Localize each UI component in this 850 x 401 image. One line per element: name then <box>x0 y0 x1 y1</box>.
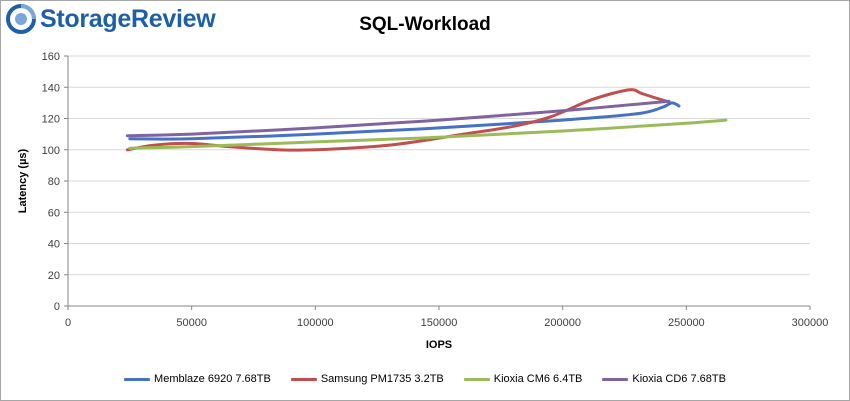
y-tick-label: 20 <box>48 270 60 282</box>
x-tick-label: 100000 <box>297 317 334 329</box>
legend-label: Kioxia CM6 6.4TB <box>493 373 583 385</box>
storagereview-logo-icon <box>6 4 36 34</box>
y-tick-label: 40 <box>48 239 60 251</box>
y-tick-label: 120 <box>42 114 60 126</box>
legend-label: Samsung PM1735 3.2TB <box>320 373 444 385</box>
logo-text: StorageReview <box>40 4 216 33</box>
legend: Memblaze 6920 7.68TB Samsung PM1735 3.2TB… <box>0 373 850 385</box>
legend-label: Kioxia CD6 7.68TB <box>632 373 726 385</box>
y-tick-label: 140 <box>42 82 60 94</box>
x-tick-label: 300000 <box>792 317 829 329</box>
x-tick-labels: 0 50000 100000 150000 200000 250000 300000 <box>65 317 828 329</box>
x-tick-label: 150000 <box>421 317 458 329</box>
legend-swatch <box>124 377 151 381</box>
y-tick-labels: 0 20 40 60 80 100 120 140 160 <box>42 51 60 313</box>
legend-label: Memblaze 6920 7.68TB <box>154 373 271 385</box>
series-lines <box>125 88 728 152</box>
legend-item-3: Kioxia CM6 6.4TB <box>463 373 583 385</box>
series-line-3 <box>128 118 728 150</box>
series-line-4 <box>125 99 671 138</box>
y-tick-label: 60 <box>48 207 60 219</box>
legend-item-4: Kioxia CD6 7.68TB <box>602 373 726 385</box>
axes <box>64 55 811 310</box>
series-line-1 <box>128 101 681 141</box>
x-tick-label: 0 <box>65 317 71 329</box>
legend-swatch <box>290 377 317 381</box>
legend-swatch <box>602 377 629 381</box>
y-tick-label: 160 <box>42 51 60 63</box>
chart-title: SQL-Workload <box>359 14 491 35</box>
x-axis-title: IOPS <box>426 339 452 351</box>
gridlines <box>68 55 810 276</box>
y-tick-label: 100 <box>42 145 60 157</box>
x-tick-label: 200000 <box>544 317 581 329</box>
y-axis-title: Latency (µs) <box>17 148 29 213</box>
x-tick-label: 250000 <box>668 317 705 329</box>
legend-item-1: Memblaze 6920 7.68TB <box>124 373 271 385</box>
legend-item-2: Samsung PM1735 3.2TB <box>290 373 444 385</box>
x-tick-label: 50000 <box>176 317 207 329</box>
y-tick-label: 0 <box>54 301 60 313</box>
logo: StorageReview <box>6 4 216 34</box>
series-line-2 <box>125 88 668 152</box>
y-tick-label: 80 <box>48 176 60 188</box>
legend-swatch <box>463 377 490 381</box>
